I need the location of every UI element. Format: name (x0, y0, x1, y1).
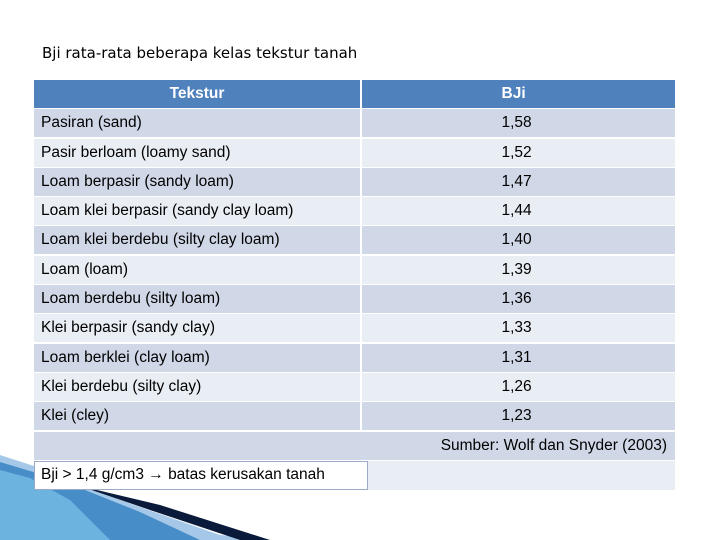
table-row: Klei (cley) 1,23 (34, 402, 675, 431)
table-cell: 1,31 (361, 343, 675, 372)
table-cell: Loam berdebu (silty loam) (34, 285, 360, 314)
table-row: Loam klei berdebu (silty clay loam) 1,40 (34, 226, 675, 255)
header-row: Tekstur BJi (34, 80, 675, 108)
table-cell: 1,58 (361, 109, 675, 138)
swoosh-dark (80, 486, 270, 540)
table-row: Pasiran (sand) 1,58 (34, 109, 675, 138)
table-cell: 1,39 (361, 255, 675, 284)
header-cell: BJi (361, 80, 675, 108)
table-row: Loam (loam) 1,39 (34, 255, 675, 284)
table-row: Loam berpasir (sandy loam) 1,47 (34, 167, 675, 196)
header-cell: Tekstur (34, 80, 360, 108)
table-cell: 1,40 (361, 226, 675, 255)
table-cell: Klei (cley) (34, 402, 360, 431)
table-row: Loam berklei (clay loam) 1,31 (34, 343, 675, 372)
table-cell: Loam klei berdebu (silty clay loam) (34, 226, 360, 255)
note: Bji > 1,4 g/cm3 → batas kerusakan tanah (34, 460, 368, 490)
table-row: Loam berdebu (silty loam) 1,36 (34, 285, 675, 314)
table-cell: Loam berklei (clay loam) (34, 343, 360, 372)
table-cell: 1,23 (361, 402, 675, 431)
title: Bji rata-rata beberapa kelas tekstur tan… (42, 44, 358, 62)
table-cell: Klei berdebu (silty clay) (34, 372, 360, 401)
table-cell: 1,33 (361, 314, 675, 343)
source: Sumber: Wolf dan Snyder (2003) (34, 431, 675, 460)
table-cell: 1,26 (361, 372, 675, 401)
table-cell: Loam berpasir (sandy loam) (34, 167, 360, 196)
swoosh-pale (0, 470, 110, 540)
table-cell: Loam klei berpasir (sandy clay loam) (34, 197, 360, 226)
table-cell: 1,47 (361, 167, 675, 196)
table-row: Pasir berloam (loamy sand) 1,52 (34, 138, 675, 167)
table-row: Klei berpasir (sandy clay) 1,33 (34, 314, 675, 343)
table-row: Loam klei berpasir (sandy clay loam) 1,44 (34, 197, 675, 226)
table-cell: Loam (loam) (34, 255, 360, 284)
table: Tekstur BJi Pasiran (sand) 1,58 Pasir berl… (34, 80, 675, 490)
table-cell: 1,52 (361, 138, 675, 167)
table-cell: Pasir berloam (loamy sand) (34, 138, 360, 167)
table-cell: Pasiran (sand) (34, 109, 360, 138)
note-row: Bji > 1,4 g/cm3 → batas kerusakan tanah (34, 460, 675, 490)
table-cell: 1,44 (361, 197, 675, 226)
table-cell: Klei berpasir (sandy clay) (34, 314, 360, 343)
table-cell: 1,36 (361, 285, 675, 314)
table-body: Pasiran (sand) 1,58 Pasir berloam (loamy s… (34, 109, 675, 431)
table-row: Klei berdebu (silty clay) 1,26 (34, 372, 675, 401)
